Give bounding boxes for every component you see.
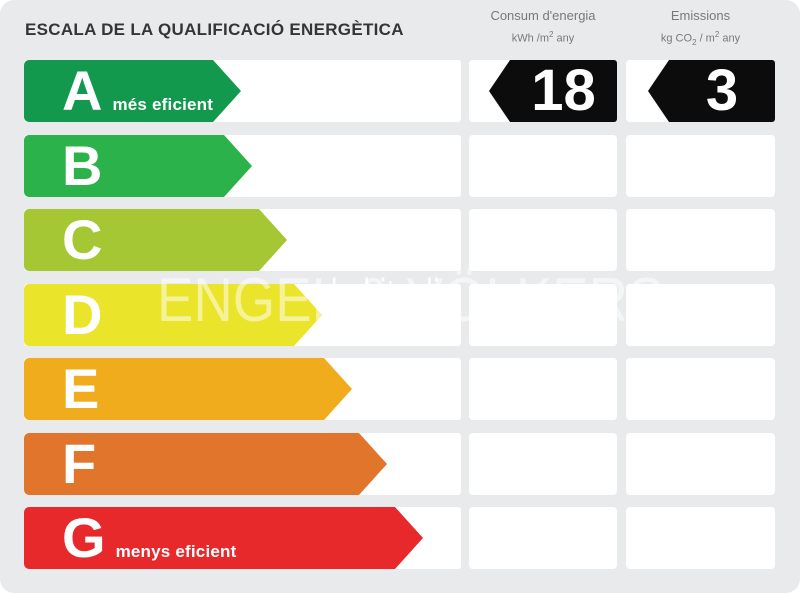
rating-bar-body: G menys eficient (24, 507, 395, 569)
emissions-column-unit: kg CO2 / m2 any (660, 30, 741, 47)
rating-bar-e: E (24, 358, 352, 420)
rating-bar-b: B (24, 133, 252, 197)
arrow-right-icon (224, 134, 252, 197)
emissions-cell (626, 432, 775, 495)
rating-bar-g: G menys eficient (24, 507, 423, 569)
rating-row-g: G menys eficient (0, 507, 800, 569)
rating-letter: G (62, 506, 106, 569)
emissions-cell (626, 283, 775, 346)
consum-value-badge: 18 (489, 60, 617, 122)
arrow-right-icon (294, 283, 322, 346)
consum-column-label: Consum d'energia (490, 8, 596, 23)
arrow-left-icon (648, 60, 669, 122)
rating-bar-body: F (24, 431, 359, 495)
rating-row-c: C (0, 209, 800, 271)
rating-bar-c: C (24, 209, 287, 271)
emissions-value-badge-body: 3 (669, 60, 775, 122)
emissions-value-badge: 3 (648, 60, 775, 122)
consum-column-header: Consum d'energia kWh /m2 any (469, 8, 617, 46)
consum-cell (469, 283, 617, 346)
rating-bar-f: F (24, 431, 387, 495)
arrow-right-icon (324, 358, 352, 420)
emissions-cell (626, 358, 775, 420)
rating-bar-body: A més eficient (24, 59, 214, 122)
rating-letter: F (62, 431, 97, 495)
rating-bar-body: E (24, 358, 324, 420)
arrow-right-icon (359, 432, 387, 495)
rating-label: menys eficient (115, 542, 237, 561)
rating-rows: A més eficient 18 3 (0, 60, 800, 582)
watermark-habitaclia: habitaclia (331, 270, 457, 319)
consum-cell (469, 358, 617, 420)
arrow-right-icon (395, 507, 423, 569)
rating-bar-d: D (24, 282, 322, 346)
arrow-right-icon (213, 60, 242, 122)
consum-value-badge-body: 18 (510, 60, 617, 122)
rating-letter: E (62, 357, 100, 420)
rating-bar-body: D (24, 282, 294, 346)
rating-row-e: E (0, 358, 800, 420)
arrow-right-icon (259, 209, 287, 271)
emissions-column-label: Emissions (670, 8, 731, 23)
rating-row-b: B (0, 133, 800, 197)
consum-value: 18 (531, 58, 596, 123)
rating-letter: B (62, 133, 103, 197)
rating-letter: D (62, 282, 103, 346)
emissions-value: 3 (705, 58, 739, 123)
emissions-column-header: Emissions kg CO2 / m2 any (626, 8, 775, 50)
arrow-left-icon (489, 60, 510, 122)
rating-row-f: F (0, 431, 800, 495)
emissions-cell (626, 134, 775, 197)
emissions-cell (626, 507, 775, 569)
emissions-cell (626, 209, 775, 271)
rating-letter: A (62, 59, 103, 122)
rating-bar-body: C (24, 209, 259, 271)
consum-cell (469, 134, 617, 197)
rating-bar-body: B (24, 133, 224, 197)
consum-cell (469, 507, 617, 569)
rating-row-d: D (0, 282, 800, 346)
rating-label: més eficient (112, 95, 214, 114)
consum-cell (469, 432, 617, 495)
certificate-title: ESCALA DE LA QUALIFICACIÓ ENERGÈTICA (25, 20, 404, 39)
consum-column-unit: kWh /m2 any (511, 30, 575, 45)
rating-row-a: A més eficient 18 3 (0, 60, 800, 122)
consum-cell (469, 209, 617, 271)
rating-letter: C (62, 208, 103, 271)
watermark-engel-volkers: ENGEL & VÖLKERS (157, 266, 665, 335)
rating-bar-a: A més eficient (24, 59, 242, 122)
habitaclia-smile-icon (335, 306, 375, 316)
